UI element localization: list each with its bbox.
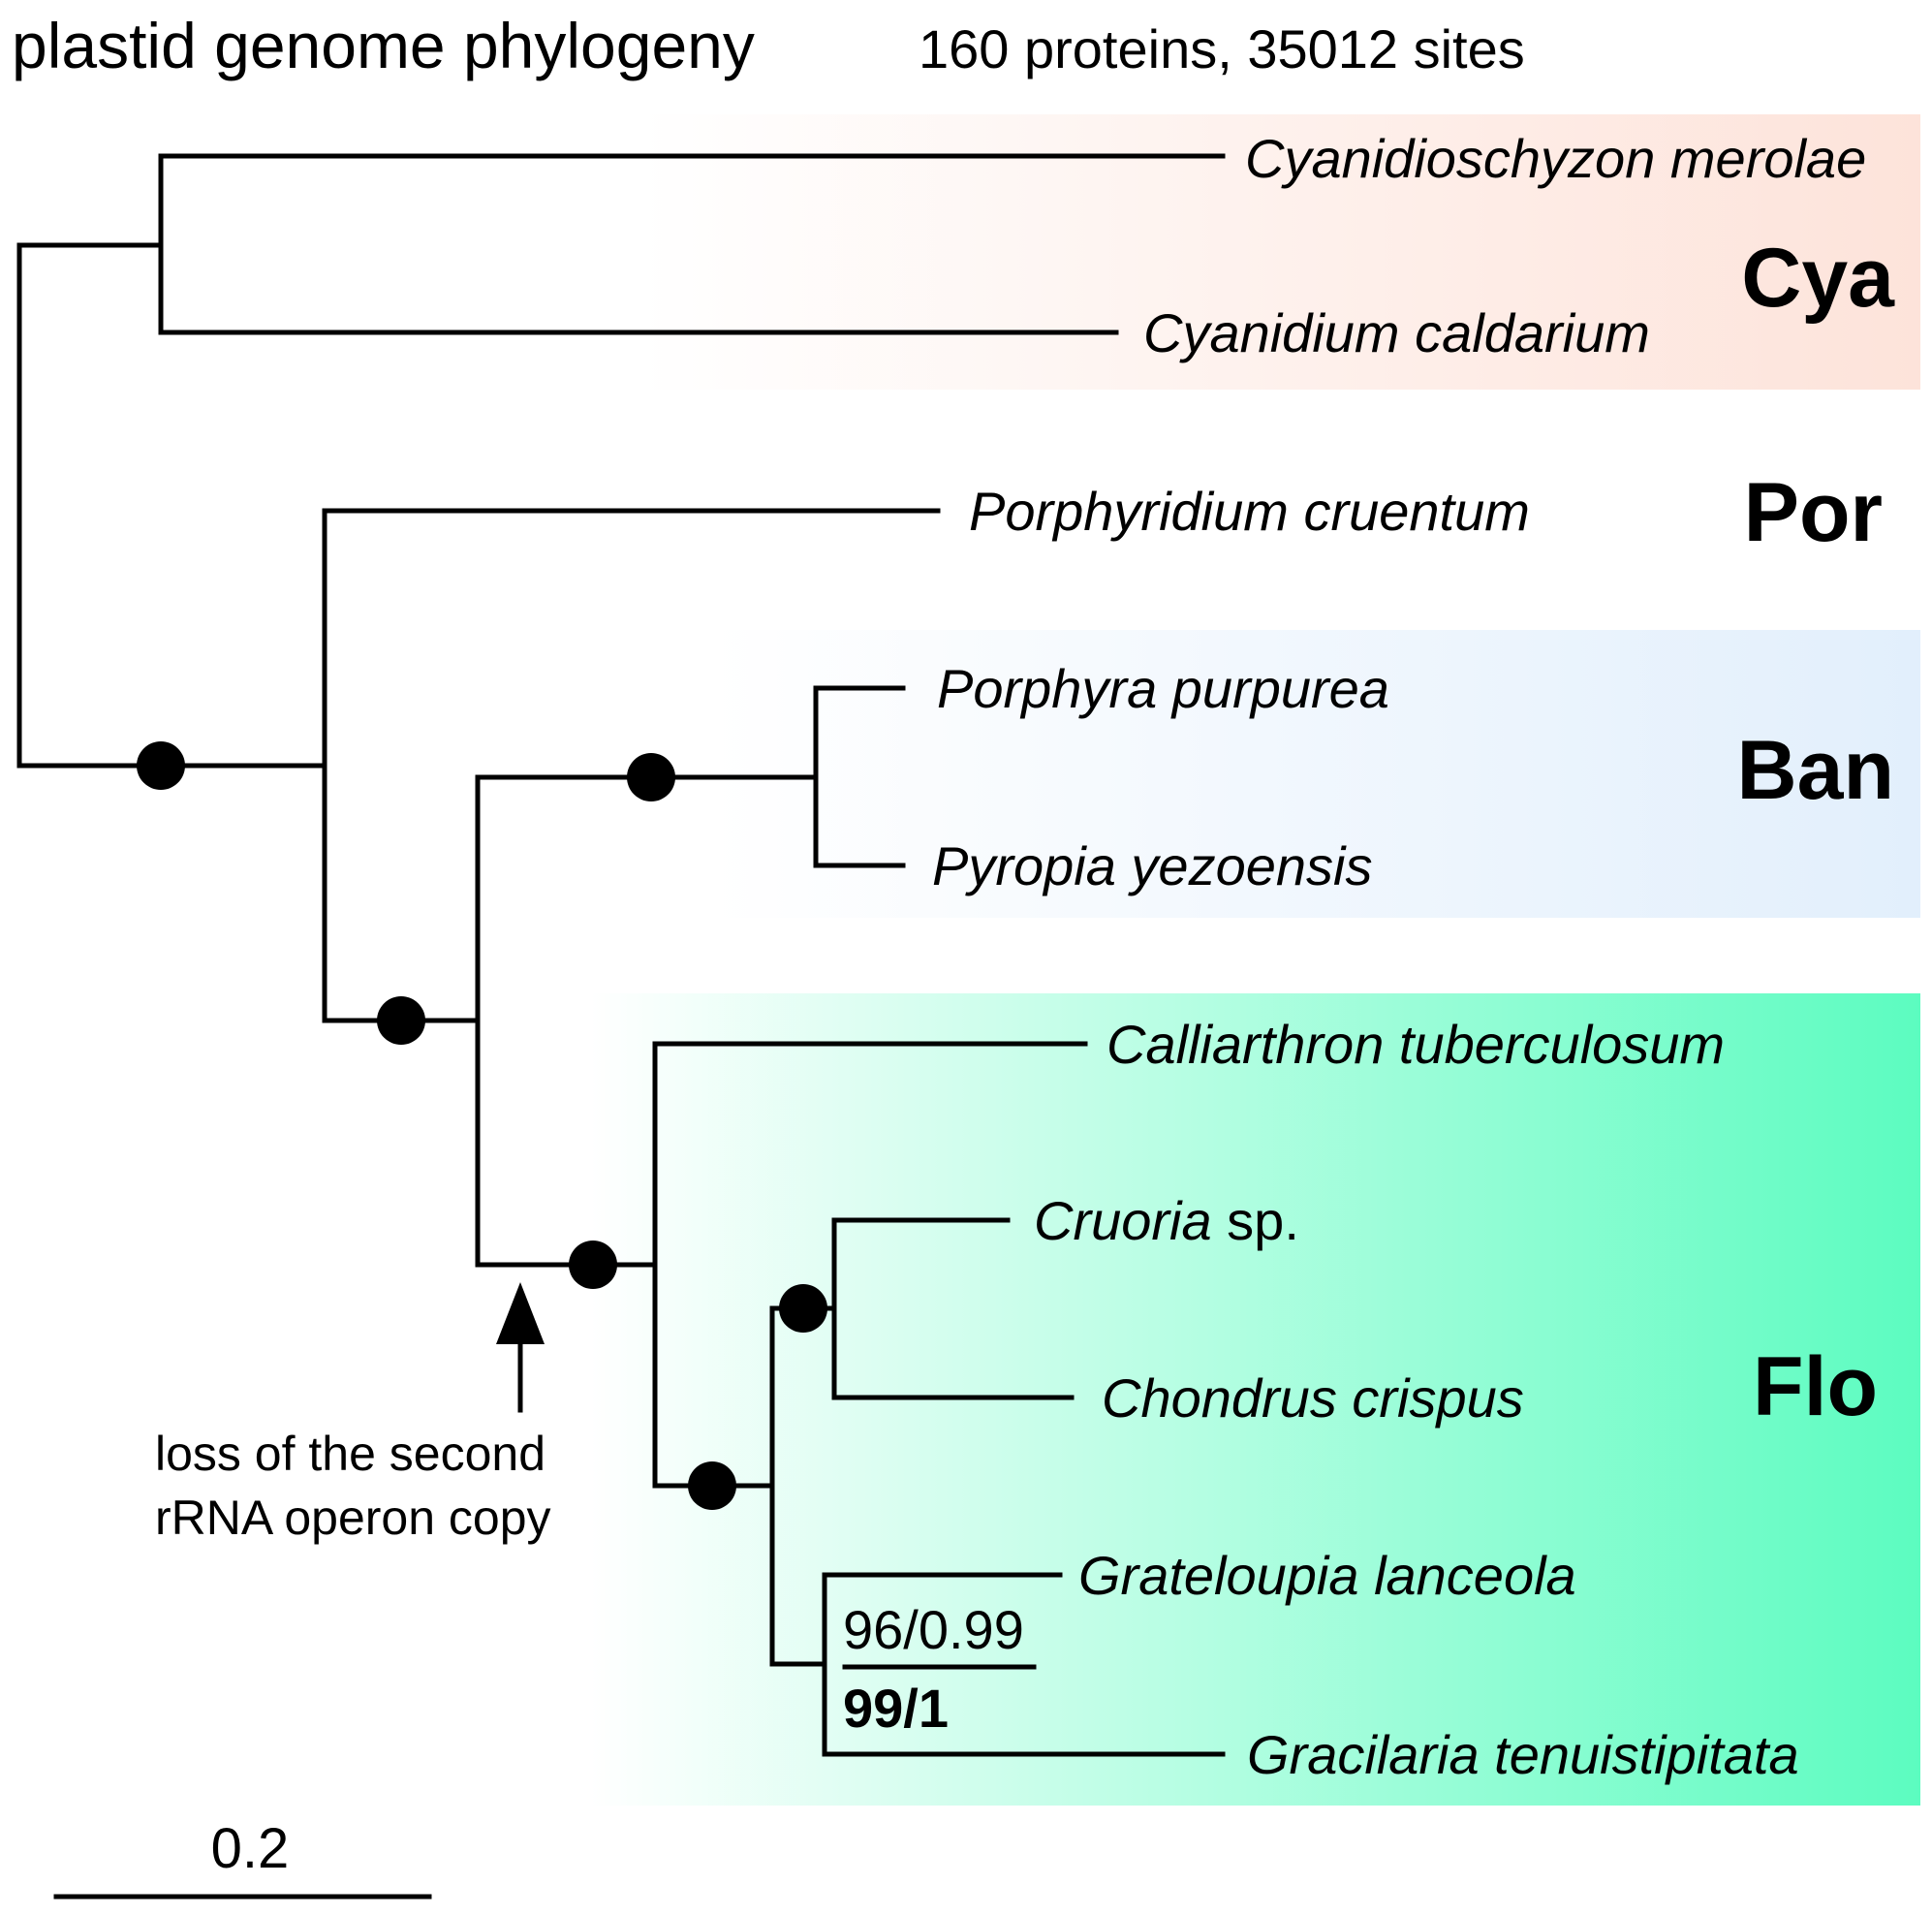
taxon-label-pyropia: Pyropia yezoensis: [932, 835, 1372, 896]
group-label-ban: Ban: [1737, 724, 1894, 817]
taxon-label-cyanidioschyzon: Cyanidioschyzon merolae: [1245, 128, 1866, 189]
taxon-label-cruoria: Cruoria sp.: [1034, 1190, 1299, 1251]
taxon-label-cyanidium: Cyanidium caldarium: [1143, 302, 1650, 363]
annotation-line-2: rRNA operon copy: [155, 1491, 551, 1545]
group-label-por: Por: [1744, 466, 1883, 559]
support-value-bottom: 99/1: [843, 1678, 949, 1739]
group-label-cya: Cya: [1741, 232, 1895, 325]
clade-box-ban: [712, 630, 1920, 918]
node-dot-flo: [569, 1241, 617, 1289]
annotation-line-1: loss of the second: [155, 1427, 545, 1481]
taxon-sp-cruoria: sp.: [1212, 1190, 1299, 1251]
annotation-arrow: [496, 1282, 545, 1413]
node-dot-flo-inner: [688, 1461, 736, 1510]
scale-bar-label: 0.2: [211, 1817, 290, 1880]
taxon-label-porphyra: Porphyra purpurea: [937, 658, 1389, 719]
figure-subtitle: 160 proteins, 35012 sites: [919, 18, 1525, 79]
node-dot-root-rest: [137, 741, 185, 790]
taxon-label-chondrus: Chondrus crispus: [1102, 1367, 1524, 1429]
clade-box-flo: [591, 993, 1920, 1806]
support-value-top: 96/0.99: [843, 1599, 1024, 1660]
taxon-label-grateloupia: Grateloupia lanceola: [1078, 1545, 1576, 1606]
taxon-label-calliarthron: Calliarthron tuberculosum: [1106, 1014, 1725, 1075]
figure-title: plastid genome phylogeny: [12, 10, 755, 81]
support-nodes: [137, 741, 827, 1510]
node-dot-ban: [627, 753, 675, 801]
node-dot-cruoria-chondrus: [779, 1284, 827, 1333]
taxon-label-porphyridium: Porphyridium cruentum: [969, 481, 1530, 542]
group-label-flo: Flo: [1753, 1340, 1878, 1433]
taxon-genus-cruoria: Cruoria: [1034, 1190, 1212, 1251]
arrow-head-icon: [496, 1282, 545, 1344]
node-dot-ban-flo: [377, 996, 425, 1045]
taxon-label-gracilaria: Gracilaria tenuistipitata: [1247, 1724, 1799, 1785]
clade-box-cya: [639, 114, 1920, 390]
